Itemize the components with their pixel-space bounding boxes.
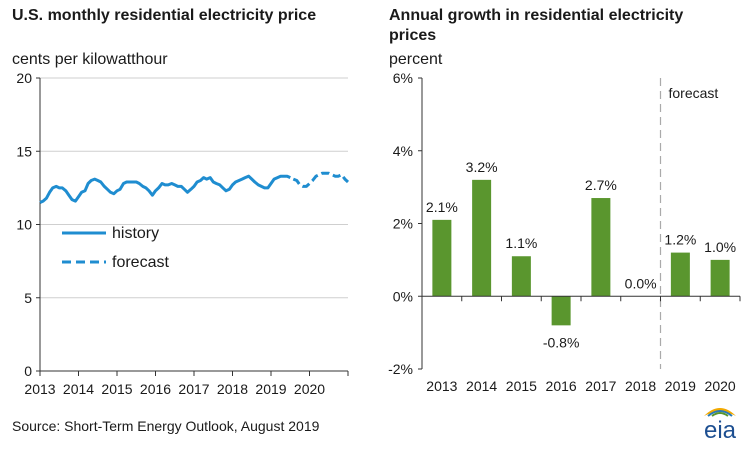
eia-logo: eia	[694, 398, 746, 444]
x-tick-label: 2013	[426, 378, 457, 394]
bar-2019	[670, 252, 690, 297]
y-tick-label: 0	[24, 363, 32, 379]
legend-label-history: history	[112, 225, 159, 242]
x-tick-label: 2020	[294, 381, 325, 397]
data-label-2015: 1.1%	[505, 235, 537, 251]
data-label-2016: -0.8%	[543, 334, 580, 350]
y-tick-label: 4%	[393, 143, 413, 159]
data-label-2013: 2.1%	[426, 199, 458, 215]
bar-2014	[472, 179, 492, 297]
left-chart-unit: cents per kilowatthour	[12, 51, 168, 68]
logo-wordmark: eia	[704, 417, 737, 444]
x-tick-label: 2018	[625, 378, 656, 394]
x-tick-label: 2020	[705, 378, 736, 394]
y-tick-label: -2%	[388, 361, 413, 377]
x-tick-label: 2013	[24, 381, 55, 397]
data-label-2017: 2.7%	[585, 177, 617, 193]
x-tick-label: 2018	[217, 381, 248, 397]
x-tick-label: 2015	[506, 378, 537, 394]
bar-2016	[551, 296, 571, 326]
bar-2017	[591, 198, 611, 297]
y-tick-label: 15	[16, 143, 32, 159]
data-label-2014: 3.2%	[466, 159, 498, 175]
right-chart-title: Annual growth in residential electricity…	[389, 7, 684, 44]
x-tick-label: 2017	[178, 381, 209, 397]
bar-2020	[710, 259, 730, 297]
x-tick-label: 2014	[63, 381, 94, 397]
x-tick-label: 2016	[546, 378, 577, 394]
annual-growth-bar-chart: 6% 4% 2% 0% -2% forecast 2.1% 2013 3.2% 2014 1.1% 2…	[388, 70, 741, 394]
series-line-forecast	[292, 171, 350, 188]
x-tick-label: 2017	[585, 378, 616, 394]
bar-2015	[511, 256, 531, 297]
x-tick-label: 2019	[255, 381, 286, 397]
data-label-2019: 1.2%	[664, 232, 696, 248]
x-tick-label: 2014	[466, 378, 497, 394]
bar-2013	[432, 219, 452, 297]
legend-label-forecast: forecast	[112, 254, 169, 271]
y-tick-label: 5	[24, 290, 32, 306]
x-tick-label: 2016	[140, 381, 171, 397]
data-label-2018: 0.0%	[625, 275, 657, 291]
data-label-2020: 1.0%	[704, 239, 736, 255]
forecast-annotation: forecast	[669, 85, 719, 101]
source-note: Source: Short-Term Energy Outlook, Augus…	[12, 418, 320, 434]
x-tick-label: 2019	[665, 378, 696, 394]
y-tick-label: 20	[16, 70, 32, 86]
y-tick-label: 10	[16, 217, 32, 233]
left-chart-title: U.S. monthly residential electricity pri…	[12, 7, 317, 24]
monthly-price-line-chart: 0 5 10 15 20 2013 2014 2015 2016 2017 2018 2019 2020…	[16, 70, 350, 397]
right-chart-unit: percent	[389, 51, 443, 68]
y-tick-label: 0%	[393, 288, 413, 304]
x-tick-label: 2015	[101, 381, 132, 397]
series-line-history	[39, 174, 291, 204]
y-tick-label: 6%	[393, 70, 413, 86]
y-tick-label: 2%	[393, 216, 413, 232]
